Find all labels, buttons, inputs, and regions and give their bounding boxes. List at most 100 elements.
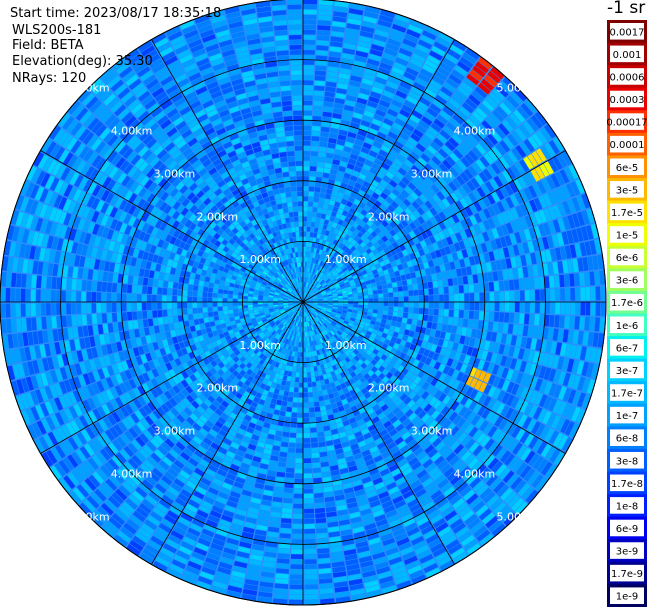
- heatmap-cell: [449, 261, 456, 270]
- heatmap-cell: [365, 437, 374, 445]
- heatmap-cell: [488, 92, 502, 105]
- heatmap-cell: [304, 544, 316, 549]
- heatmap-cell: [395, 90, 408, 99]
- heatmap-cell: [312, 110, 322, 117]
- heatmap-cell: [320, 318, 326, 323]
- heatmap-cell: [389, 446, 399, 455]
- heatmap-cell: [526, 118, 539, 132]
- heatmap-cell: [378, 327, 385, 333]
- heatmap-cell: [348, 296, 353, 300]
- heatmap-cell: [438, 287, 444, 295]
- heatmap-cell: [331, 31, 345, 38]
- heatmap-cell: [332, 293, 337, 296]
- heatmap-cell: [316, 293, 321, 296]
- heatmap-cell: [487, 149, 498, 162]
- heatmap-cell: [461, 435, 472, 447]
- heatmap-cell: [442, 365, 451, 375]
- heatmap-cell: [336, 330, 342, 336]
- heatmap-cell: [315, 270, 319, 275]
- heatmap-cell: [456, 175, 466, 186]
- heatmap-cell: [392, 122, 403, 131]
- heatmap-cell: [434, 330, 441, 338]
- heatmap-cell: [398, 509, 411, 518]
- heatmap-cell: [337, 134, 347, 141]
- heatmap-cell: [378, 14, 394, 23]
- heatmap-cell: [298, 387, 303, 393]
- heatmap-cell: [377, 67, 391, 76]
- heatmap-cell: [433, 494, 446, 505]
- heatmap-cell: [325, 328, 330, 333]
- heatmap-cell: [310, 437, 318, 443]
- heatmap-cell: [327, 204, 334, 211]
- heatmap-cell: [338, 129, 348, 136]
- heatmap-cell: [515, 385, 525, 398]
- heatmap-cell: [580, 287, 586, 301]
- heatmap-cell: [526, 171, 536, 184]
- heatmap-cell: [381, 318, 387, 324]
- heatmap-cell: [425, 253, 432, 261]
- heatmap-cell: [345, 327, 351, 332]
- heatmap-cell: [357, 238, 363, 245]
- heatmap-cell: [436, 114, 448, 125]
- heatmap-cell: [447, 216, 456, 226]
- heatmap-cell: [479, 487, 492, 500]
- heatmap-cell: [321, 317, 327, 322]
- heatmap-cell: [318, 327, 322, 333]
- heatmap-cell: [396, 239, 403, 246]
- heatmap-cell: [303, 423, 310, 428]
- heatmap-cell: [421, 222, 429, 231]
- heatmap-cell: [365, 420, 374, 428]
- heatmap-cell: [408, 391, 417, 400]
- heatmap-cell: [472, 65, 486, 78]
- heatmap-cell: [333, 245, 339, 251]
- heatmap-cell: [417, 184, 426, 194]
- heatmap-cell: [392, 209, 400, 217]
- heatmap-cell: [321, 337, 326, 342]
- heatmap-cell: [327, 295, 333, 298]
- heatmap-cell: [495, 84, 509, 98]
- heatmap-cell: [405, 273, 412, 280]
- heatmap-cell: [467, 319, 474, 328]
- heatmap-cell: [377, 196, 385, 204]
- heatmap-cell: [535, 302, 540, 314]
- heatmap-cell: [446, 195, 455, 205]
- heatmap-cell: [489, 302, 495, 311]
- heatmap-cell: [478, 311, 484, 320]
- heatmap-cell: [594, 348, 602, 364]
- heatmap-cell: [506, 473, 519, 487]
- heatmap-cell: [348, 258, 354, 264]
- heatmap-cell: [415, 77, 428, 88]
- heatmap-cell: [420, 153, 431, 163]
- heatmap-cell: [413, 332, 420, 339]
- heatmap-cell: [499, 302, 505, 312]
- heatmap-cell: [404, 186, 413, 195]
- heatmap-cell: [426, 83, 440, 94]
- heatmap-cell: [417, 361, 424, 370]
- heatmap-cell: [395, 276, 402, 282]
- heatmap-cell: [305, 257, 308, 262]
- heatmap-cell: [317, 333, 322, 339]
- heatmap-cell: [342, 277, 348, 282]
- heatmap-cell: [479, 420, 489, 432]
- heatmap-cell: [308, 242, 313, 248]
- heatmap-cell: [291, 371, 296, 377]
- heatmap-cell: [372, 433, 381, 441]
- heatmap-cell: [315, 182, 322, 188]
- heatmap-cell: [409, 531, 422, 541]
- heatmap-cell: [312, 325, 316, 330]
- heatmap-cell: [410, 86, 423, 96]
- heatmap-cell: [295, 372, 300, 378]
- heatmap-cell: [346, 249, 353, 256]
- heatmap-cell: [429, 103, 442, 114]
- heatmap-cell: [389, 359, 396, 367]
- heatmap-cell: [465, 438, 476, 450]
- heatmap-cell: [412, 394, 421, 403]
- heatmap-cell: [480, 242, 488, 253]
- heatmap-cell: [338, 299, 343, 302]
- heatmap-cell: [318, 5, 333, 11]
- heatmap-cell: [417, 549, 432, 560]
- heatmap-cell: [310, 291, 314, 296]
- heatmap-cell: [430, 184, 440, 194]
- heatmap-cell: [393, 306, 399, 312]
- heatmap-cell: [366, 132, 376, 141]
